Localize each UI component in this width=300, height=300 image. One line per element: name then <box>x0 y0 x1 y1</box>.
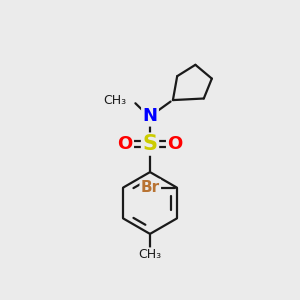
Text: CH₃: CH₃ <box>138 248 162 261</box>
Text: O: O <box>167 135 183 153</box>
Text: Br: Br <box>141 180 160 195</box>
Text: S: S <box>142 134 158 154</box>
Text: N: N <box>142 107 158 125</box>
Text: CH₃: CH₃ <box>103 94 126 107</box>
Text: O: O <box>117 135 133 153</box>
